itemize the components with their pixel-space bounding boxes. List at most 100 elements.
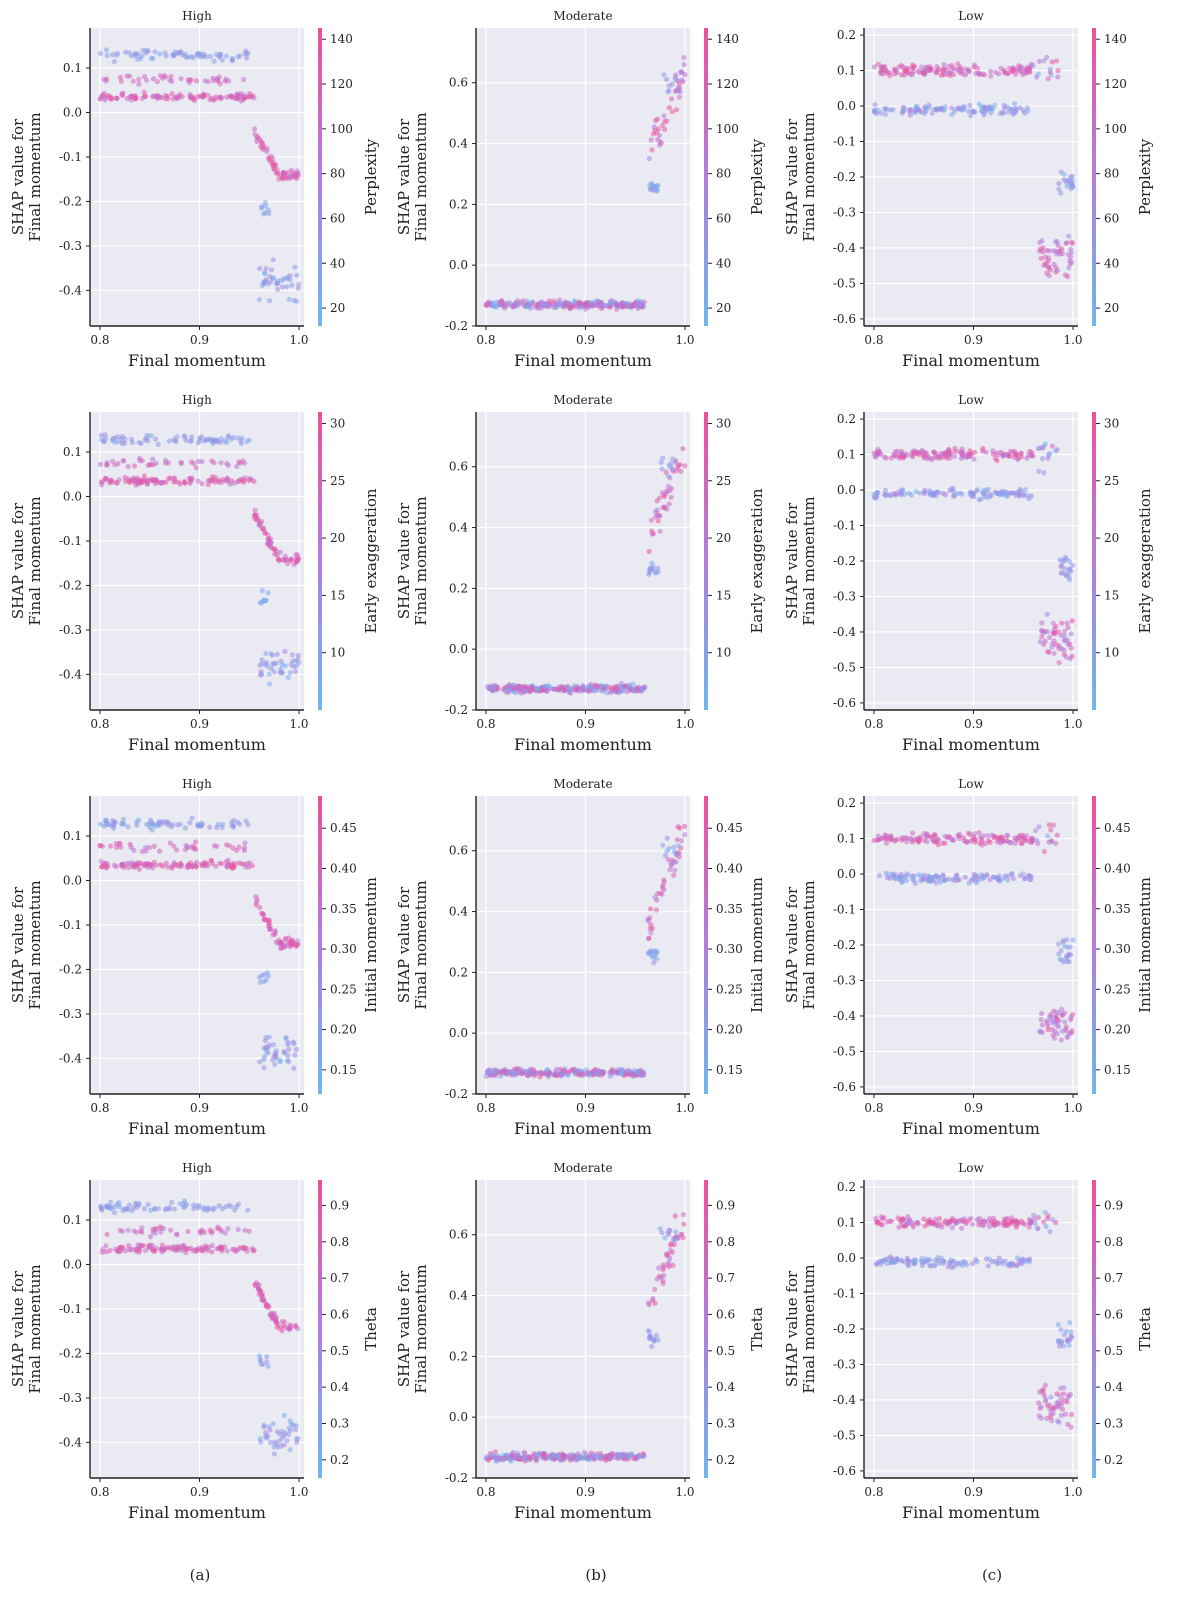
colorbar-tick-label: 10: [1104, 646, 1119, 660]
data-point: [136, 81, 142, 87]
data-point: [240, 479, 246, 485]
colorbar-tick-label: 0.20: [1104, 1023, 1131, 1037]
data-point: [509, 1454, 515, 1460]
x-tick-label: 0.9: [964, 717, 983, 731]
data-point: [653, 907, 660, 913]
data-point: [1059, 620, 1065, 626]
data-point: [230, 845, 236, 851]
data-point: [872, 102, 878, 108]
data-point: [263, 265, 269, 272]
data-point: [207, 824, 213, 830]
data-point: [203, 1243, 209, 1249]
data-point: [673, 1229, 679, 1235]
data-point: [1044, 247, 1050, 254]
data-point: [871, 109, 878, 115]
data-point: [104, 861, 110, 867]
data-point: [968, 113, 974, 119]
data-point: [941, 65, 947, 72]
x-tick-label: 1.0: [289, 717, 308, 731]
x-tick-label: 0.9: [190, 333, 209, 347]
data-point: [224, 439, 230, 446]
data-point: [657, 495, 663, 501]
x-axis-label: Final momentum: [128, 1503, 266, 1522]
data-point: [654, 897, 660, 903]
data-point: [1048, 827, 1054, 833]
data-point: [1070, 937, 1076, 943]
data-point: [261, 912, 267, 918]
data-point: [1040, 456, 1046, 462]
data-point: [671, 872, 677, 878]
data-point: [1033, 828, 1039, 834]
y-tick-label: 0.6: [449, 844, 468, 858]
data-point: [908, 492, 915, 498]
data-point: [922, 110, 928, 116]
data-point: [109, 437, 115, 443]
data-point: [278, 945, 284, 952]
data-point: [1065, 944, 1071, 950]
data-point: [141, 473, 147, 479]
colorbar-tick-label: 0.6: [330, 1307, 349, 1321]
colorbar-tick-label: 100: [330, 122, 353, 136]
data-point: [266, 156, 272, 162]
data-point: [875, 1220, 881, 1226]
y-tick-label: 0.4: [449, 521, 468, 535]
data-point: [658, 459, 664, 465]
data-point: [882, 111, 888, 117]
data-point: [655, 891, 661, 897]
data-point: [1026, 1224, 1032, 1230]
data-point: [651, 124, 657, 130]
data-point: [646, 1302, 652, 1308]
data-point: [122, 436, 128, 442]
data-point: [959, 491, 965, 497]
data-point: [1062, 566, 1068, 572]
data-point: [1040, 245, 1046, 251]
data-point: [97, 843, 103, 849]
panel-label-c: (c): [981, 1566, 1003, 1584]
data-point: [152, 436, 158, 442]
data-point: [234, 463, 240, 469]
data-point: [182, 1204, 188, 1210]
data-point: [561, 1452, 567, 1458]
y-tick-label: -0.4: [833, 1009, 857, 1023]
data-point: [932, 831, 938, 838]
colorbar-tick-label: 140: [716, 32, 739, 46]
data-point: [194, 1246, 200, 1253]
data-point: [258, 1361, 264, 1367]
colorbar-tick-label: 0.15: [716, 1063, 743, 1077]
data-point: [680, 1212, 687, 1218]
colorbar-tick-label: 0.6: [716, 1307, 735, 1321]
data-point: [117, 1227, 123, 1234]
data-point: [910, 65, 916, 71]
data-point: [261, 280, 267, 286]
colorbar: [704, 1180, 708, 1478]
colorbar: [318, 1180, 322, 1478]
data-point: [668, 1242, 674, 1248]
colorbar-tick-label: 25: [1104, 474, 1119, 488]
data-point: [1014, 1263, 1020, 1269]
data-point: [195, 440, 201, 446]
data-point: [600, 1071, 606, 1077]
data-point: [681, 1221, 687, 1227]
data-point: [660, 504, 666, 511]
data-point: [890, 107, 896, 113]
y-tick-label: 0.2: [449, 1349, 468, 1363]
data-point: [1038, 1415, 1044, 1421]
data-point: [1068, 250, 1075, 256]
data-point: [1040, 1387, 1047, 1393]
data-point: [125, 824, 131, 830]
data-point: [1018, 451, 1024, 457]
data-point: [1012, 106, 1018, 112]
colorbar-tick-label: 0.2: [330, 1453, 349, 1467]
data-point: [883, 836, 889, 842]
data-point: [1063, 1328, 1069, 1334]
data-point: [918, 834, 924, 840]
data-point: [952, 448, 958, 454]
colorbar-tick-label: 20: [716, 531, 731, 545]
data-point: [176, 95, 182, 101]
data-point: [256, 297, 262, 303]
data-point: [267, 298, 273, 304]
data-point: [941, 1258, 947, 1264]
chart-panel-5: 0.8 0.9 1.0 0.6 0.4 0.2 0.0 -0.2 Moderate Final m…: [395, 393, 766, 754]
data-point: [896, 64, 902, 70]
data-point: [285, 1326, 291, 1332]
